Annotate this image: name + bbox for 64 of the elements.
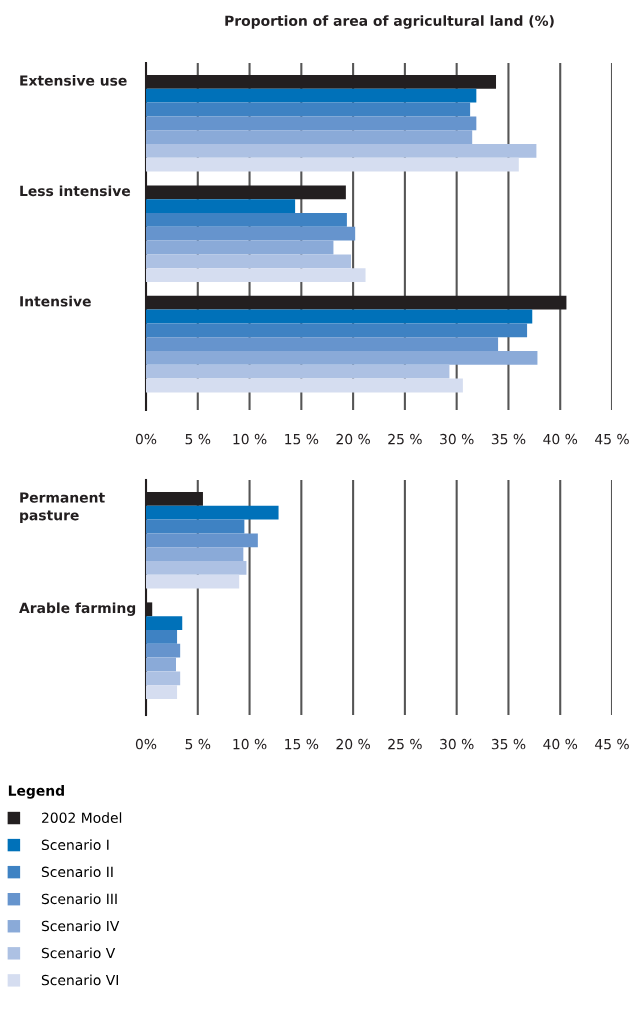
bar (146, 630, 178, 644)
y-tick-label: Arable farming (19, 602, 136, 616)
y-tick-label: Extensive use (20, 75, 127, 86)
legend-label: Scenario III (41, 893, 117, 905)
x-tick-label: 25 % (388, 433, 422, 445)
bar (146, 88, 477, 103)
x-tick-label: 5 % (185, 433, 211, 445)
bar (146, 685, 178, 699)
bar (146, 144, 537, 158)
bar (146, 547, 244, 561)
bar (146, 364, 450, 379)
bar (146, 337, 499, 351)
bar (146, 643, 181, 658)
y-tick-label: Less intensive (20, 185, 131, 197)
x-tick-label: 40 % (543, 433, 578, 445)
x-tick-label: 10 % (233, 433, 267, 445)
legend-label: 2002 Model (41, 812, 122, 823)
bar (146, 671, 181, 686)
bar (146, 351, 538, 365)
legend-label: Scenario I (41, 839, 109, 851)
bar (146, 505, 279, 520)
bar (146, 213, 347, 227)
legend-label: Scenario IV (41, 920, 120, 932)
x-tick-label: 45 % (595, 738, 629, 750)
bar (146, 533, 258, 548)
bar (146, 268, 366, 282)
x-tick-label: 30 % (440, 738, 474, 750)
x-tick-label: 40 % (543, 738, 578, 750)
bar (146, 157, 519, 172)
bar (146, 519, 245, 534)
x-tick-label: 45 % (595, 433, 629, 445)
x-tick-label: 15 % (285, 433, 319, 445)
bar (146, 309, 533, 324)
x-tick-label: 25 % (388, 738, 422, 750)
x-tick-label: 35 % (491, 433, 526, 445)
x-tick-label: 20 % (336, 433, 370, 445)
bar (146, 561, 247, 575)
legend-label: Scenario V (41, 947, 116, 959)
x-tick-label: 0% (135, 433, 157, 445)
bar (146, 323, 528, 338)
legend-label: Scenario VI (41, 974, 118, 986)
bar (146, 199, 296, 213)
legend-title: Legend (8, 785, 64, 799)
x-tick-label: 35 % (491, 738, 526, 750)
bar (146, 240, 334, 255)
chart-title: Proportion of area of agricultural land (%) (225, 15, 554, 29)
bar (146, 616, 183, 630)
x-tick-label: 10 % (233, 738, 267, 750)
x-tick-label: 15 % (285, 738, 319, 750)
x-tick-label: 30 % (440, 433, 474, 445)
x-tick-label: 20 % (336, 738, 370, 750)
bar (146, 116, 477, 131)
bar (146, 254, 352, 269)
bar (146, 657, 177, 672)
y-tick-label: Permanent pasture (20, 492, 105, 524)
x-tick-label: 0% (135, 738, 157, 750)
bar (146, 378, 463, 393)
y-tick-label: Intensive (20, 295, 91, 307)
bar (146, 130, 473, 144)
bar (146, 226, 356, 241)
bar (146, 574, 240, 589)
x-tick-label: 5 % (185, 738, 211, 750)
legend-label: Scenario II (41, 866, 113, 878)
bar (146, 102, 471, 117)
